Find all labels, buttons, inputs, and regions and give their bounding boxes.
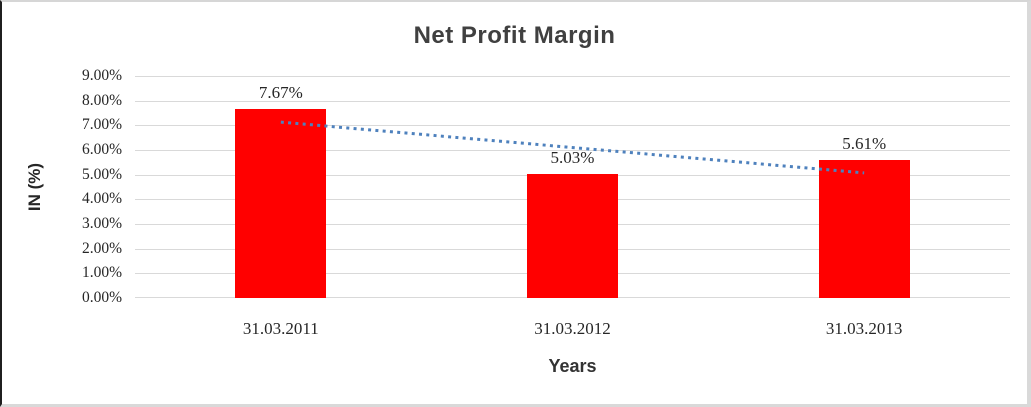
bar	[527, 174, 618, 298]
x-tick-label: 31.03.2011	[242, 319, 319, 338]
y-tick-label: 1.00%	[81, 264, 122, 281]
data-label: 5.61%	[842, 134, 887, 153]
chart-title: Net Profit Margin	[413, 22, 616, 49]
y-tick-label: 7.00%	[81, 116, 122, 133]
gridline	[135, 150, 1010, 151]
x-tick-label: 31.03.2013	[825, 319, 903, 338]
y-tick-label: 8.00%	[81, 92, 122, 109]
gridline	[135, 76, 1010, 77]
gridline	[135, 101, 1010, 102]
y-tick-label: 6.00%	[81, 141, 122, 158]
y-tick-label: 9.00%	[81, 67, 122, 84]
x-axis-title: Years	[548, 356, 597, 376]
y-tick-label: 0.00%	[81, 289, 122, 306]
bar	[235, 109, 326, 298]
data-label: 7.67%	[258, 83, 303, 102]
y-tick-label: 5.00%	[81, 166, 122, 183]
x-tick-label: 31.03.2012	[534, 319, 611, 338]
data-label: 5.03%	[550, 148, 595, 167]
y-tick-label: 3.00%	[81, 215, 122, 232]
plot-area: 7.67% 5.03% 5.61%	[135, 76, 1010, 298]
y-tick-label: 4.00%	[81, 190, 122, 207]
bar	[819, 160, 910, 298]
trendline	[280, 120, 865, 175]
gridline	[135, 125, 1010, 126]
y-tick-label: 2.00%	[81, 240, 122, 257]
